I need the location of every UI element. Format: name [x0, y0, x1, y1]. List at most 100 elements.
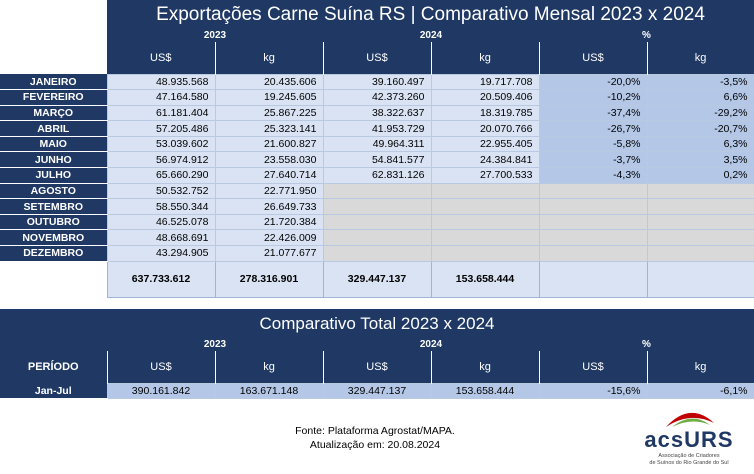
pct-label: % [642, 30, 651, 41]
acsurs-logo: acsURS Associação de Criadores de Suínos… [630, 407, 748, 469]
table-row: JULHO 65.660.290 27.640.714 62.831.126 27.70… [0, 167, 754, 184]
pct-usd: -3,7% [538, 151, 648, 169]
year-2024-label-2: 2024 [419, 339, 443, 350]
pct-kg [646, 229, 754, 247]
kg-2024: 20.509.406 [430, 89, 540, 106]
total-usd-2023: 637.733.612 [106, 260, 216, 298]
pct-usd: -37,4% [538, 104, 648, 122]
pct-usd: -26,7% [538, 120, 648, 137]
kg-2023: 21.077.677 [214, 245, 324, 262]
pct-kg [646, 245, 754, 262]
footer: Fonte: Plataforma Agrostat/MAPA. Atualiz… [230, 424, 520, 452]
month-name: NOVEMBRO [0, 229, 107, 247]
kg-2023: 22.426.009 [214, 229, 324, 247]
pct-kg [646, 198, 754, 215]
table-row: DEZEMBRO 43.294.905 21.077.677 [0, 245, 754, 262]
usd-2024: 62.831.126 [322, 167, 432, 184]
total-pct-kg [646, 260, 754, 298]
kg-2024 [430, 229, 540, 247]
usd-2023: 48.668.691 [106, 229, 216, 247]
month-name: MAIO [0, 136, 107, 153]
month-name: ABRIL [0, 120, 107, 137]
kg-2023: 21.720.384 [214, 213, 324, 231]
logo-brand-a: acs [644, 427, 685, 452]
period-name: Jan-Jul [0, 383, 107, 400]
usd-2023: 58.550.344 [106, 198, 216, 215]
kg-2023: 26.649.733 [214, 198, 324, 215]
kg-2023: 22.771.950 [214, 182, 324, 200]
kg-2024: 20.070.766 [430, 120, 540, 137]
pct-usd [538, 245, 648, 262]
pct-usd [538, 229, 648, 247]
header-blank [0, 42, 107, 74]
page-title: Exportações Carne Suína RS | Comparativo… [107, 0, 754, 30]
kg-2024 [430, 198, 540, 215]
kg-2024 [430, 182, 540, 200]
usd-2024 [322, 213, 432, 231]
usd-2024: 49.964.311 [322, 135, 432, 153]
usd-2024: 42.373.260 [322, 89, 432, 106]
table-row: JANEIRO 48.935.568 20.435.606 39.160.497 19.… [0, 73, 754, 91]
pct-usd [538, 198, 648, 215]
period-table: PERÍODO US$ kg US$ kg US$ kg Jan-Jul 390… [0, 351, 754, 400]
pct-label-2: % [642, 339, 651, 350]
period-pct-kg: -6,1% [646, 382, 754, 400]
month-name: AGOSTO [0, 183, 107, 200]
col-usd-2024-b: US$ [323, 351, 432, 383]
pct-kg: 6,3% [646, 135, 754, 153]
usd-2024: 41.953.729 [322, 120, 432, 137]
usd-2023: 56.974.912 [106, 151, 216, 169]
pct-usd [538, 182, 648, 200]
pct-kg: 6,6% [646, 89, 754, 106]
month-name: JUNHO [0, 151, 107, 169]
total-usd-2024: 329.447.137 [322, 260, 432, 298]
pct-kg: -3,5% [646, 73, 754, 91]
col-usd-pct-b: US$ [539, 351, 648, 383]
period-header: PERÍODO [0, 351, 108, 383]
kg-2023: 19.245.605 [214, 89, 324, 106]
pct-kg: -29,2% [646, 104, 754, 122]
logo-brand-b: URS [684, 427, 734, 452]
footer-source: Fonte: Plataforma Agrostat/MAPA. [295, 425, 455, 437]
table-row: NOVEMBRO 48.668.691 22.426.009 [0, 229, 754, 247]
month-name: FEVEREIRO [0, 89, 107, 106]
usd-2023: 53.039.602 [106, 135, 216, 153]
pct-usd: -4,3% [538, 167, 648, 184]
col-kg-pct: kg [647, 42, 754, 74]
col-usd-pct: US$ [539, 42, 648, 74]
usd-2024: 54.841.577 [322, 151, 432, 169]
footer-update: Atualização em: 20.08.2024 [309, 439, 441, 451]
usd-2023: 47.164.580 [106, 89, 216, 106]
usd-2024 [322, 245, 432, 262]
usd-2023: 50.532.752 [106, 182, 216, 200]
kg-2023: 23.558.030 [214, 151, 324, 169]
logo-swoosh-icon [666, 412, 714, 427]
usd-2024 [322, 229, 432, 247]
month-name: JANEIRO [0, 74, 107, 91]
logo-sub2: de Suínos do Rio Grande do Sul [649, 459, 729, 466]
kg-2023: 21.600.827 [214, 135, 324, 153]
table-row: ABRIL 57.205.486 25.323.141 41.953.729 20.07… [0, 120, 754, 137]
section-title-total: Comparativo Total 2023 x 2024 [0, 309, 754, 339]
month-name: JULHO [0, 167, 107, 184]
kg-2024: 22.955.405 [430, 135, 540, 153]
col-usd-2023-b: US$ [107, 351, 216, 383]
col-kg-2023-b: kg [215, 351, 324, 383]
year-bar: 2023 2024 % [107, 30, 754, 42]
table-row: JUNHO 56.974.912 23.558.030 54.841.577 24.38… [0, 151, 754, 169]
totals-row: 637.733.612 278.316.901 329.447.137 153.… [0, 260, 754, 298]
col-kg-pct-b: kg [647, 351, 754, 383]
monthly-table: US$ kg US$ kg US$ kg JANEIRO 48.935.568 20… [0, 42, 754, 298]
usd-2024: 39.160.497 [322, 73, 432, 91]
col-kg-2024: kg [431, 42, 540, 74]
table-row: FEVEREIRO 47.164.580 19.245.605 42.373.260 2… [0, 89, 754, 106]
period-row: Jan-Jul 390.161.842 163.671.148 329.447.… [0, 382, 754, 400]
kg-2023: 25.323.141 [214, 120, 324, 137]
kg-2024: 27.700.533 [430, 167, 540, 184]
logo-wordmark: acsURS [632, 427, 746, 453]
table-row: AGOSTO 50.532.752 22.771.950 [0, 182, 754, 200]
col-kg-2023: kg [215, 42, 324, 74]
table-row: MARÇO 61.181.404 25.867.225 38.322.637 18.31… [0, 104, 754, 122]
total-pct-usd [538, 260, 648, 298]
usd-2023: 43.294.905 [106, 245, 216, 262]
